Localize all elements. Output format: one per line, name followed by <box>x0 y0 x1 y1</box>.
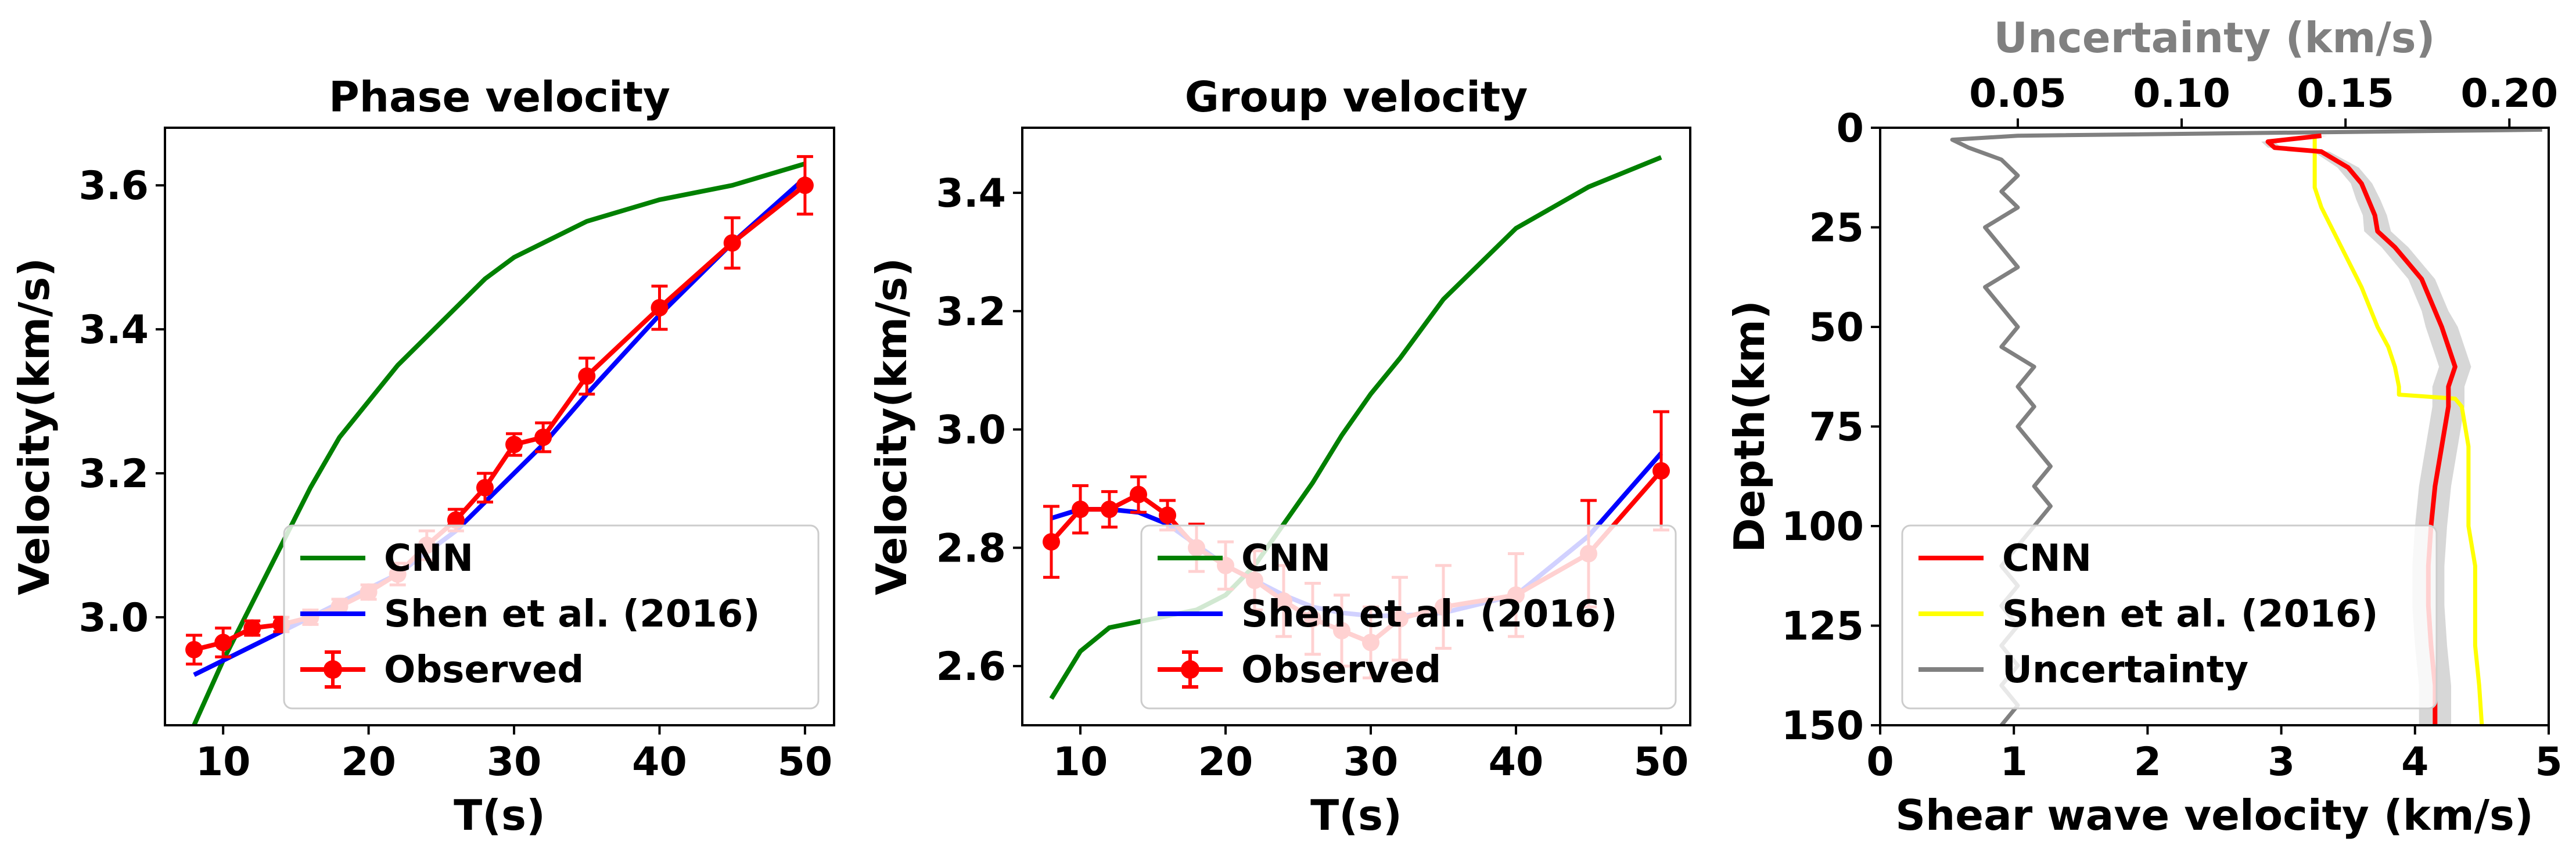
x-tick-label-1: 20 <box>1198 739 1253 785</box>
x-axis-label: T(s) <box>1310 791 1402 840</box>
chart-title: Phase velocity <box>329 73 670 121</box>
data-point-4 <box>1159 506 1176 524</box>
x-tick-label-0: 10 <box>196 739 251 785</box>
chart-legend-frame <box>283 524 820 710</box>
x-axis-label: T(s) <box>454 791 545 840</box>
data-point-2 <box>1101 501 1118 519</box>
y-tick-label-1: 3.2 <box>79 451 149 497</box>
x-tick-label-1: 1 <box>2000 739 2028 785</box>
data-point-2 <box>243 619 261 637</box>
y-tick-label-1: 25 <box>1809 206 1864 251</box>
y-tick-label-2: 3.0 <box>936 408 1006 454</box>
x-tick-label-3: 40 <box>632 739 687 785</box>
x-tick-label-5: 5 <box>2535 739 2562 785</box>
chart-legend-label-0: CNN <box>1241 537 1331 580</box>
secondary-x-axis-label: Uncertainty (km/s) <box>1994 13 2435 62</box>
top-x-tick-label-2: 0.15 <box>2297 71 2394 117</box>
x-tick-label-4: 50 <box>1634 739 1689 785</box>
chart-legend-frame <box>1140 524 1677 710</box>
top-x-tick-label-1: 0.10 <box>2133 71 2230 117</box>
y-tick-label-3: 3.6 <box>79 163 149 209</box>
series-line-0 <box>1049 155 1662 700</box>
y-axis-label: Velocity(km/s) <box>867 258 916 595</box>
y-tick-label-6: 150 <box>1781 703 1864 749</box>
chart-legend-marker-2 <box>324 660 342 679</box>
y-tick-label-5: 125 <box>1781 604 1864 650</box>
chart-legend-label-1: Shen et al. (2016) <box>384 593 760 636</box>
y-axis-label: Depth(km) <box>1725 300 1774 553</box>
data-point-10 <box>476 478 494 496</box>
x-tick-label-3: 40 <box>1489 739 1544 785</box>
top-x-tick-label-3: 0.20 <box>2460 71 2558 117</box>
series-line-0 <box>192 161 806 725</box>
chart-legend-label-2: Observed <box>1241 649 1441 692</box>
profile-legend-label-1: Shen et al. (2016) <box>2002 593 2379 636</box>
chart-legend: CNN Shen et al. (2016) Observed <box>283 524 820 710</box>
data-point-3 <box>1130 485 1147 503</box>
profile-legend-label-2: Uncertainty <box>2002 649 2248 692</box>
y-tick-label-4: 3.4 <box>936 171 1006 217</box>
chart-group: Group velocity 10 20 30 40 50 2.6 2.8 3.0 3.2 3.4 T… <box>867 73 1691 840</box>
data-point-1 <box>1072 501 1089 519</box>
x-tick-label-4: 4 <box>2401 739 2428 785</box>
chart-legend-label-2: Observed <box>384 649 584 692</box>
data-point-13 <box>578 367 596 385</box>
y-tick-label-4: 100 <box>1781 504 1864 550</box>
y-tick-label-2: 3.4 <box>79 307 149 353</box>
chart-phase: Phase velocity 10 20 30 40 50 3.0 3.2 3.4 3.6 T(s)… <box>10 73 835 840</box>
y-tick-label-3: 3.2 <box>936 289 1006 335</box>
data-point-16 <box>796 177 814 195</box>
chart-legend: CNN Shen et al. (2016) Observed <box>1140 524 1677 710</box>
data-point-11 <box>505 436 523 454</box>
data-point-9 <box>447 511 465 529</box>
data-point-12 <box>534 429 552 447</box>
y-tick-label-0: 0 <box>1837 106 1864 152</box>
chart-legend-label-0: CNN <box>384 537 473 580</box>
x-tick-label-2: 30 <box>487 739 542 785</box>
x-tick-label-0: 10 <box>1053 739 1108 785</box>
chart-title: Group velocity <box>1185 73 1528 121</box>
x-tick-label-2: 2 <box>2134 739 2161 785</box>
axes-frame <box>164 127 835 726</box>
y-tick-label-1: 2.8 <box>936 526 1006 571</box>
x-tick-label-4: 50 <box>778 739 833 785</box>
axes-frame <box>1021 127 1691 726</box>
data-point-0 <box>1043 533 1060 551</box>
y-tick-label-0: 3.0 <box>79 595 149 641</box>
top-x-tick-label-0: 0.05 <box>1969 71 2067 117</box>
data-point-0 <box>185 640 203 658</box>
data-point-1 <box>214 634 232 652</box>
y-tick-label-0: 2.6 <box>936 644 1006 690</box>
chart-legend-marker-2 <box>1181 660 1199 679</box>
chart-legend-label-1: Shen et al. (2016) <box>1241 593 1618 636</box>
x-tick-label-0: 0 <box>1866 739 1894 785</box>
series-line-shen <box>2312 135 2484 725</box>
x-tick-label-2: 30 <box>1343 739 1399 785</box>
profile-legend-label-0: CNN <box>2002 537 2092 580</box>
y-tick-label-3: 75 <box>1809 405 1864 451</box>
profile-legend: CNN Shen et al. (2016) Uncertainty <box>1901 524 2438 710</box>
data-point-14 <box>651 298 669 316</box>
data-point-15 <box>723 234 741 252</box>
data-point-16 <box>1652 462 1670 480</box>
profile-legend-frame <box>1901 524 2438 710</box>
y-axis-label: Velocity(km/s) <box>10 258 59 595</box>
x-tick-label-1: 20 <box>341 739 396 785</box>
x-axis-label: Shear wave velocity (km/s) <box>1895 791 2534 840</box>
y-tick-label-2: 50 <box>1809 305 1864 351</box>
x-tick-label-3: 3 <box>2268 739 2295 785</box>
